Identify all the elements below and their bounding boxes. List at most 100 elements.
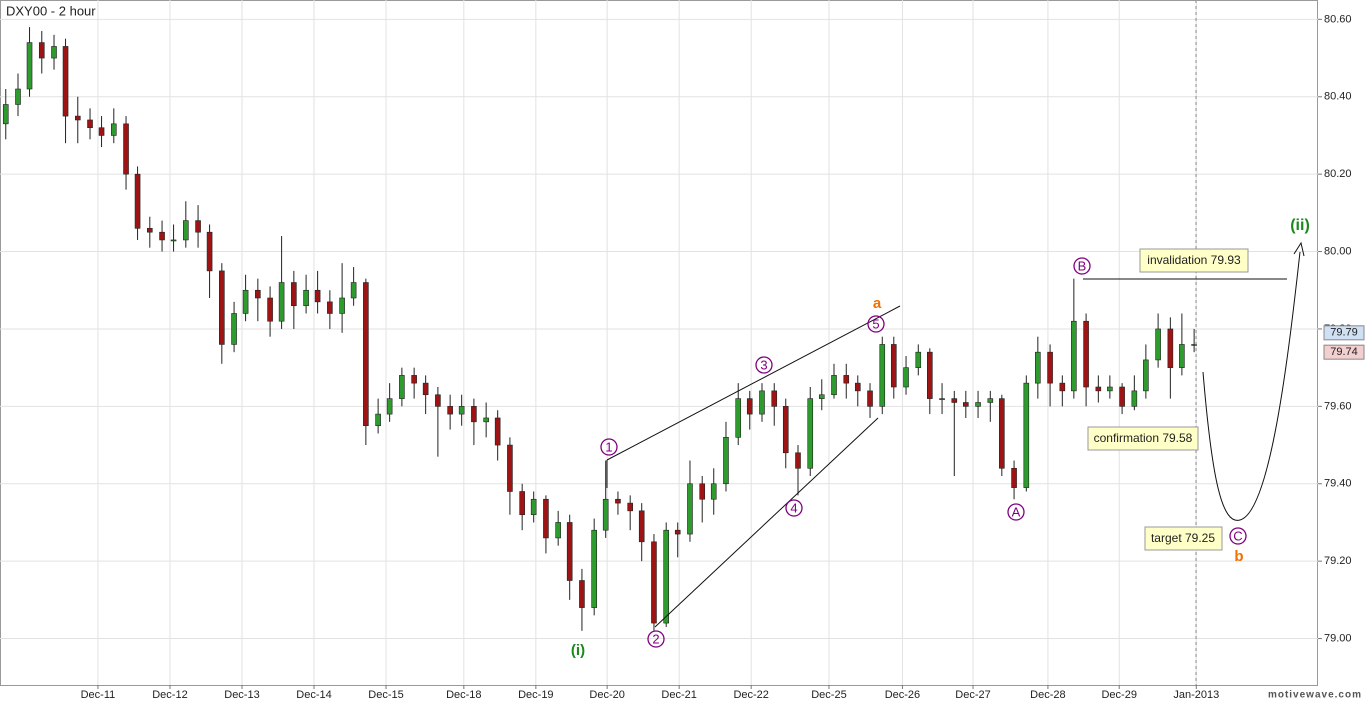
candle-body [183, 220, 189, 241]
wave-label: B [1078, 258, 1087, 273]
candle-body [1047, 351, 1053, 384]
candle-body [663, 529, 670, 624]
candle-body [735, 398, 742, 438]
candle-body [951, 398, 958, 403]
candle-body [867, 390, 873, 407]
candle-body [890, 344, 897, 388]
wave-label: 1 [605, 439, 612, 454]
wave-circle [1007, 503, 1025, 521]
x-tick-label: Dec-12 [152, 689, 187, 701]
projection-curve [1202, 251, 1301, 521]
candle-body [278, 282, 285, 322]
candle-body [242, 289, 249, 314]
wave-label: (i) [571, 642, 585, 659]
candle-body [818, 394, 825, 399]
candle-body [1179, 344, 1185, 368]
candle-body [422, 382, 429, 396]
candle-body [975, 402, 981, 407]
candle-body [555, 522, 561, 539]
x-tick-label: Dec-26 [885, 689, 920, 701]
candle-body [903, 367, 909, 388]
candle-body [1095, 386, 1102, 392]
candle-body [615, 498, 621, 504]
candle-body [638, 510, 645, 543]
wave-circle [755, 356, 773, 374]
wave-circle [600, 438, 618, 456]
candle-body [831, 375, 837, 396]
x-tick-label: Dec-20 [589, 689, 624, 701]
projection-arrow [1293, 241, 1305, 257]
candle-body [15, 88, 21, 105]
candle-body [147, 228, 153, 233]
candle-body [327, 301, 333, 314]
candle-body [627, 502, 633, 512]
chart-title: DXY00 - 2 hour [6, 3, 96, 18]
candle-body [579, 580, 585, 608]
candle-body [843, 375, 850, 384]
candle-body [782, 406, 789, 454]
y-tick-label: 79.60 [1324, 400, 1352, 412]
candle-body [267, 297, 273, 322]
candle-body [87, 119, 93, 129]
candles [2, 27, 1197, 631]
candle-body [471, 406, 477, 423]
price-marker [1323, 325, 1365, 341]
candle-body [759, 390, 765, 415]
candle-body [62, 46, 69, 117]
plot-area [0, 0, 1318, 686]
candle-body [110, 123, 117, 136]
candle-body [1011, 467, 1017, 488]
candle-body [399, 375, 405, 399]
candle-body [530, 498, 537, 516]
wave-circle [1073, 257, 1091, 275]
note-box [1144, 526, 1223, 551]
x-tick-label: Dec-11 [81, 689, 116, 701]
x-tick-label: Dec-29 [1101, 689, 1136, 701]
note-box [1087, 426, 1199, 451]
candle-body [314, 289, 321, 303]
candle-body [219, 270, 225, 345]
wave-lines [606, 241, 1305, 628]
candle-body [195, 220, 201, 233]
wave-label: 3 [760, 357, 767, 372]
candle-body [519, 491, 525, 516]
candle-body [411, 375, 417, 384]
price-marker [1323, 344, 1365, 360]
y-tick-label: 80.00 [1324, 245, 1352, 257]
candle-body [1035, 351, 1041, 384]
wave-label: a [873, 295, 882, 312]
candle-body [1107, 386, 1113, 392]
candle-body [746, 398, 753, 415]
candle-body [231, 313, 237, 345]
candle-body [339, 297, 345, 314]
candle-body [255, 289, 261, 299]
candle-body [26, 42, 33, 90]
y-tick-label: 80.40 [1324, 91, 1352, 103]
candle-body [687, 483, 693, 535]
candle-body [1023, 382, 1030, 488]
y-tick-label: 79.40 [1324, 478, 1352, 490]
wave-label: 2 [652, 631, 659, 646]
candle-body [458, 406, 465, 415]
candle-body [123, 123, 129, 175]
candle-body [363, 282, 369, 427]
candle-body [699, 483, 706, 500]
wave-label: b [1234, 548, 1243, 565]
price-marker-label: 79.79 [1330, 327, 1358, 339]
candle-body [939, 398, 945, 400]
candle-body [159, 231, 165, 241]
candle-body [1083, 320, 1089, 388]
y-tick-label: 80.60 [1324, 13, 1352, 25]
price-marker-label: 79.74 [1330, 346, 1358, 358]
candle-body [375, 413, 381, 427]
wave-circle [785, 499, 803, 517]
candle-body [771, 390, 778, 407]
candle-body [98, 127, 105, 136]
note: invalidation 79.93 [1147, 253, 1241, 267]
wave-circle [1229, 527, 1247, 545]
candle-body [1131, 390, 1138, 407]
y-tick-label: 80.20 [1324, 168, 1352, 180]
x-tick-label: Dec-19 [518, 689, 553, 701]
candle-body [543, 498, 549, 539]
candle-body [807, 398, 814, 469]
